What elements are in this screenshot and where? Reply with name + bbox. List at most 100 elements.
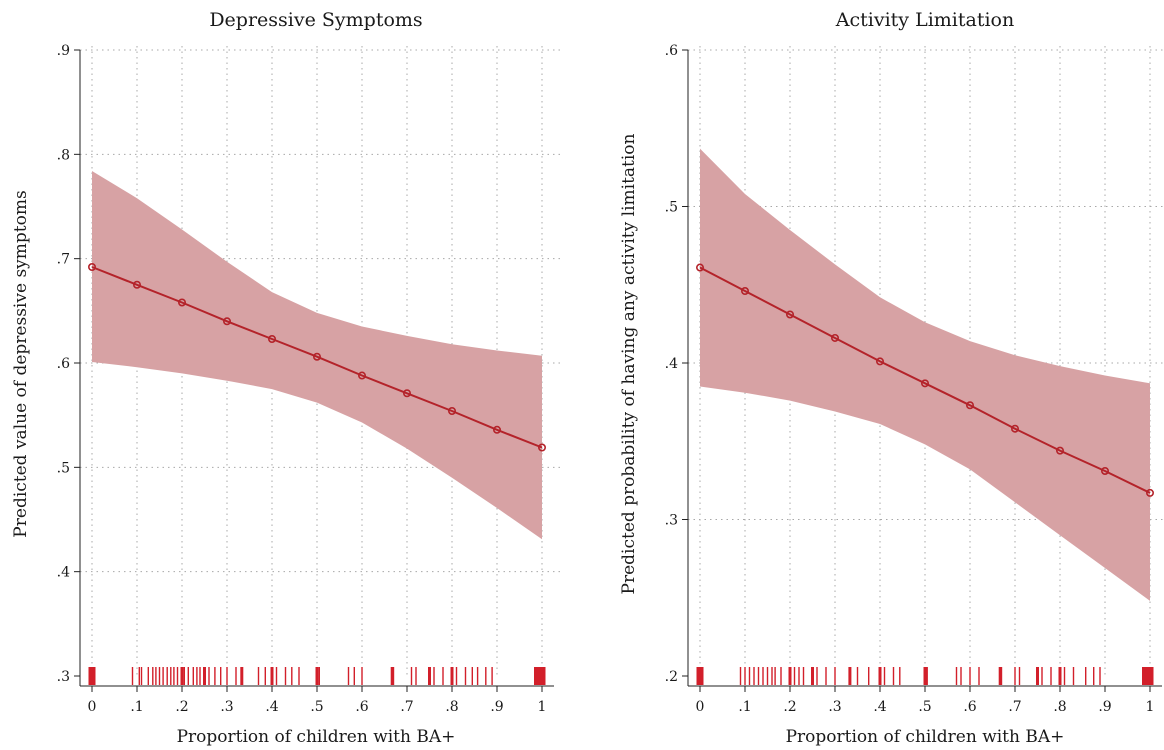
- x-tick-label: .8: [1053, 699, 1066, 715]
- rug-mark: [1072, 667, 1075, 685]
- rug-mark: [361, 667, 363, 685]
- rug-mark: [192, 667, 194, 685]
- rug-mark: [998, 667, 1002, 685]
- rug-mark: [848, 667, 852, 685]
- data-point: [740, 287, 749, 296]
- rug-mark: [868, 667, 870, 685]
- x-tick-label: .9: [490, 699, 503, 715]
- rug-mark: [158, 667, 161, 685]
- rug-mark: [1085, 667, 1087, 685]
- rug-mark: [762, 667, 764, 685]
- rug-mark: [390, 667, 394, 685]
- rug-mark: [173, 667, 175, 685]
- rug-mark: [187, 667, 189, 685]
- data-point: [965, 401, 974, 410]
- data-point: [1056, 446, 1065, 455]
- x-tick-label: .5: [918, 699, 931, 715]
- rug-mark: [235, 667, 237, 685]
- rug-mark: [410, 667, 413, 685]
- rug-mark: [455, 667, 458, 685]
- y-tick-label: .5: [57, 460, 70, 476]
- rug-mark: [214, 667, 216, 685]
- y-tick-label: .6: [57, 356, 70, 372]
- y-tick-label: .7: [57, 252, 70, 268]
- rug-mark: [196, 667, 198, 685]
- x-tick-label: .3: [220, 699, 233, 715]
- rug-mark: [834, 667, 836, 685]
- plot-area: .3 .4 .5 .6 .7 .8 .9 0 .1 .2 .3 .4 .5 .6 .7 .8 .9 1: [57, 43, 562, 715]
- rug-mark: [220, 667, 222, 685]
- chart-title: Activity Limitation: [835, 9, 1014, 31]
- x-tick-label: .9: [1098, 699, 1111, 715]
- data-point: [830, 333, 839, 342]
- rug-mark: [208, 667, 210, 685]
- rug-mark: [856, 667, 859, 685]
- x-tick-label: 1: [538, 699, 547, 715]
- rug-mark: [780, 667, 782, 685]
- rug-mark: [739, 667, 742, 685]
- rug-mark: [203, 667, 206, 685]
- x-tick-label: .2: [783, 699, 796, 715]
- x-tick-label: .6: [355, 699, 368, 715]
- rug-mark: [766, 667, 769, 685]
- data-point: [1010, 424, 1019, 433]
- rug-mark: [284, 667, 287, 685]
- x-tick-label: .4: [265, 699, 278, 715]
- data-point: [537, 443, 546, 452]
- y-tick-label: .4: [57, 565, 70, 581]
- chart-activity-limitation: .2 .3 .4 .5 .6 0 .1 .2 .3 .4 .5 .6 .7 .8 .9 1 Activity …: [619, 9, 1164, 747]
- rug-mark: [155, 667, 157, 685]
- rug-mark: [1063, 667, 1066, 685]
- x-tick-label: .5: [310, 699, 323, 715]
- rug-mark: [464, 667, 467, 685]
- x-tick-label: .1: [130, 699, 143, 715]
- rug-mark: [88, 667, 96, 685]
- rug-mark: [138, 667, 140, 685]
- rug-mark: [450, 667, 454, 685]
- rug-mark: [270, 667, 274, 685]
- rug-mark: [1058, 667, 1062, 685]
- rug-mark: [1018, 667, 1021, 685]
- rug-mark: [166, 667, 168, 685]
- data-point: [447, 406, 456, 415]
- rug-mark: [1142, 667, 1149, 685]
- rug-mark: [298, 667, 300, 685]
- rug-mark: [1099, 667, 1101, 685]
- y-tick-label: .9: [57, 43, 70, 59]
- y-axis-label: Predicted probability of having any acti…: [619, 133, 639, 594]
- x-tick-label: .4: [873, 699, 886, 715]
- rug-mark: [315, 667, 319, 685]
- y-tick-label: .8: [57, 147, 70, 163]
- rug-mark: [240, 667, 244, 685]
- data-point: [695, 263, 704, 272]
- data-point: [920, 379, 929, 388]
- series-line: [699, 266, 1151, 494]
- rug-mark: [176, 667, 179, 685]
- rug-mark: [753, 667, 755, 685]
- data-point: [312, 352, 321, 361]
- rug-mark: [140, 667, 143, 685]
- chart-title: Depressive Symptoms: [209, 9, 422, 31]
- rug-mark: [183, 667, 185, 685]
- rug-mark: [883, 667, 886, 685]
- rug-mark: [491, 667, 493, 685]
- data-point: [357, 371, 366, 380]
- rug-mark: [960, 667, 962, 685]
- rug-mark: [771, 667, 773, 685]
- rug-mark: [291, 667, 293, 685]
- x-tick-label: 1: [1146, 699, 1155, 715]
- y-tick-label: .6: [665, 43, 678, 59]
- rug-mark: [353, 667, 355, 685]
- x-tick-label: .8: [445, 699, 458, 715]
- rug-mark: [748, 667, 751, 685]
- rug-mark: [955, 667, 958, 685]
- rug-mark: [257, 667, 260, 685]
- rug-mark: [899, 667, 901, 685]
- rug-mark: [1041, 667, 1043, 685]
- data-point: [178, 298, 187, 307]
- rug-mark: [802, 667, 805, 685]
- rug-mark: [433, 667, 435, 685]
- rug-mark: [969, 667, 971, 685]
- rug-mark: [264, 667, 266, 685]
